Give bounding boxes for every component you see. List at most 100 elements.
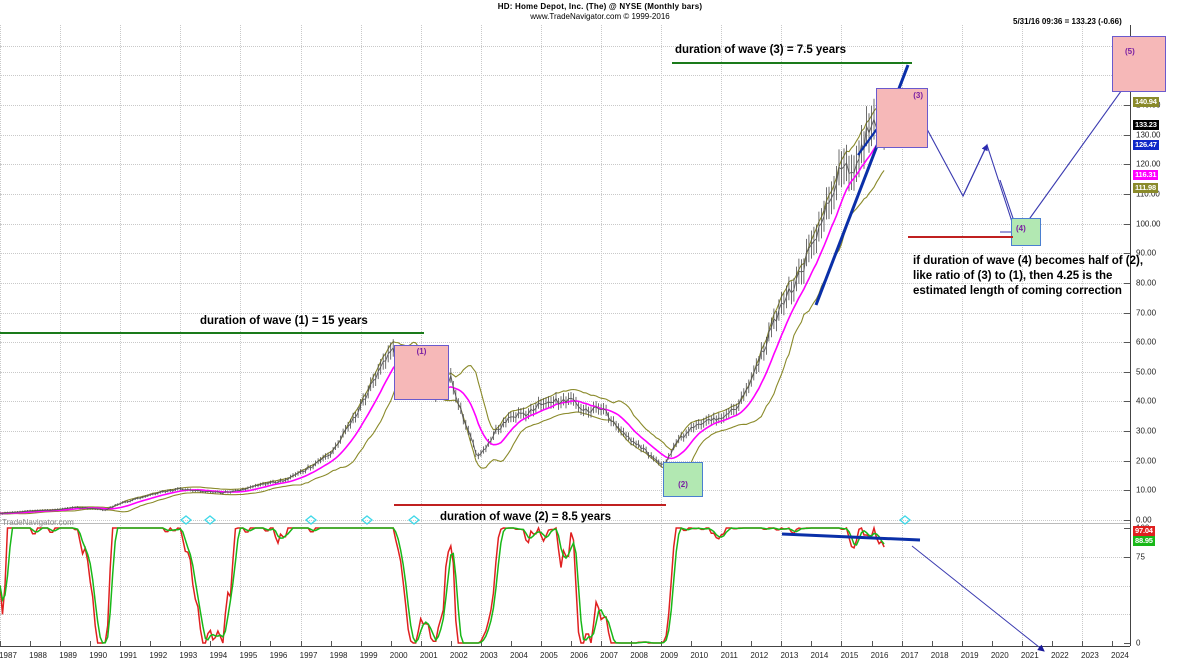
time-axis-tick bbox=[60, 641, 62, 646]
moving-average-line bbox=[0, 132, 885, 515]
gridline-vertical bbox=[601, 25, 603, 646]
time-axis-tick bbox=[871, 641, 873, 646]
time-axis-tick-label: 1989 bbox=[59, 651, 77, 660]
time-axis-tick-label: 1997 bbox=[299, 651, 318, 660]
gridline-vertical bbox=[240, 25, 242, 646]
indicator-axis-tick bbox=[1124, 528, 1130, 529]
price-axis-tick-label: 70.00 bbox=[1136, 308, 1157, 317]
time-axis-tick-label: 1998 bbox=[329, 651, 348, 660]
price-axis-tick bbox=[1124, 431, 1130, 433]
price-close-line bbox=[0, 117, 885, 514]
wave-2-duration-underline bbox=[394, 504, 666, 506]
wave-4-projection-note: if duration of wave (4) becomes half of … bbox=[913, 255, 1144, 297]
gridline-vertical bbox=[180, 25, 182, 646]
gridline-horizontal-indicator bbox=[0, 585, 1130, 587]
time-axis-tick-label: 2021 bbox=[1020, 651, 1039, 660]
wave-2-duration-note: duration of wave (2) = 8.5 years bbox=[440, 511, 611, 523]
price-axis-tick-label: 100.00 bbox=[1136, 219, 1161, 229]
watermark: TradeNavigator.com bbox=[2, 518, 74, 527]
wave-1-duration-note: duration of wave (1) = 15 years bbox=[200, 315, 368, 327]
price-axis-tick-label: 30.00 bbox=[1136, 426, 1157, 436]
price-axis-line bbox=[1130, 25, 1131, 646]
gridline-horizontal bbox=[0, 520, 1130, 521]
time-axis-tick bbox=[1081, 641, 1083, 646]
time-axis-tick bbox=[601, 641, 603, 646]
price-axis-tick-label: 130.00 bbox=[1136, 130, 1161, 140]
gridline-horizontal bbox=[0, 490, 1130, 492]
time-axis-tick bbox=[450, 641, 452, 646]
time-axis-tick-label: 2009 bbox=[660, 651, 679, 660]
price-axis-tick bbox=[1124, 460, 1130, 462]
time-axis-tick-label: 2016 bbox=[870, 651, 889, 660]
time-axis-tick bbox=[240, 641, 242, 646]
time-axis-tick bbox=[1021, 641, 1023, 646]
gridline-vertical bbox=[540, 25, 542, 646]
time-axis-tick-label: 1999 bbox=[359, 651, 378, 660]
time-axis-tick bbox=[90, 641, 92, 646]
price-axis-tick-label: 40.00 bbox=[1136, 396, 1157, 406]
time-axis-tick bbox=[931, 641, 933, 646]
price-axis-tick bbox=[1124, 164, 1130, 166]
time-axis-tick bbox=[120, 641, 122, 646]
price-axis-tick bbox=[1124, 520, 1130, 521]
price-axis-tick-label: 50.00 bbox=[1136, 367, 1157, 377]
time-axis-tick-label: 2007 bbox=[600, 651, 618, 660]
time-axis-tick bbox=[210, 641, 212, 646]
time-axis-tick bbox=[180, 641, 182, 646]
wave-4-projection-path bbox=[912, 102, 1015, 229]
price-axis-tick-label: 60.00 bbox=[1136, 337, 1157, 347]
gridline-vertical bbox=[661, 25, 663, 646]
time-axis-tick-label: 1987 bbox=[0, 651, 17, 660]
time-axis-tick bbox=[691, 641, 693, 646]
gridline-horizontal bbox=[0, 282, 1130, 284]
gridline-horizontal-indicator bbox=[0, 614, 1130, 616]
time-axis-tick bbox=[0, 641, 1, 646]
bollinger-upper-band bbox=[0, 95, 885, 514]
indicator-axis-tick bbox=[1124, 643, 1130, 644]
gridline-vertical bbox=[901, 25, 903, 646]
price-axis-tick bbox=[1124, 105, 1130, 107]
price-axis-tick bbox=[1124, 312, 1130, 314]
time-axis-tick bbox=[420, 641, 422, 646]
gridline-vertical bbox=[721, 25, 723, 646]
time-axis-tick-label: 2020 bbox=[990, 651, 1009, 660]
time-axis-line bbox=[0, 646, 1130, 647]
time-axis-tick-label: 1990 bbox=[89, 651, 108, 660]
wave-box-1-label: (1) bbox=[416, 347, 427, 356]
wave-3-duration-note: duration of wave (3) = 7.5 years bbox=[675, 44, 846, 56]
wave-box-4: (4) bbox=[1011, 218, 1041, 246]
time-axis-tick bbox=[1051, 641, 1053, 646]
time-axis-tick-label: 2019 bbox=[960, 651, 979, 660]
time-axis-tick-label: 2010 bbox=[690, 651, 709, 660]
time-axis-tick-label: 2008 bbox=[630, 651, 649, 660]
wave-box-4-label: (4) bbox=[1016, 224, 1026, 233]
gridline-vertical bbox=[0, 25, 1, 646]
moving-average-badge: 116.31 bbox=[1133, 170, 1159, 181]
stochastic-d-line bbox=[0, 527, 885, 644]
chart-header: HD: Home Depot, Inc. (The) @ NYSE (Month… bbox=[0, 2, 1200, 22]
time-axis-tick bbox=[1111, 641, 1113, 646]
symbol-title: HD: Home Depot, Inc. (The) @ NYSE (Month… bbox=[497, 2, 703, 11]
indicator-axis-tick-label: 0 bbox=[1136, 638, 1141, 648]
stochastic-d-badge: 88.95 bbox=[1133, 535, 1155, 546]
time-axis-tick-label: 2024 bbox=[1111, 651, 1129, 660]
gridline-vertical bbox=[420, 25, 422, 646]
time-axis-tick bbox=[961, 641, 963, 646]
price-axis-tick-label: 110.00 bbox=[1136, 189, 1160, 199]
pane-separator bbox=[0, 523, 1130, 524]
time-axis-tick-label: 1995 bbox=[239, 651, 258, 660]
time-axis-tick-label: 2005 bbox=[540, 651, 558, 660]
gridline-vertical bbox=[360, 25, 362, 646]
price-axis-tick bbox=[1124, 134, 1130, 136]
wave-box-3: (3) bbox=[876, 88, 928, 148]
wave-box-3-label: (3) bbox=[913, 91, 923, 100]
gridline-horizontal bbox=[0, 431, 1130, 433]
time-axis-tick-label: 2013 bbox=[780, 651, 799, 660]
price-bars bbox=[0, 98, 885, 515]
price-axis-tick-label: 80.00 bbox=[1136, 278, 1157, 288]
wave-box-2-label: (2) bbox=[678, 480, 688, 489]
gridline-horizontal bbox=[0, 193, 1130, 195]
time-axis-tick-label: 2006 bbox=[570, 651, 588, 660]
